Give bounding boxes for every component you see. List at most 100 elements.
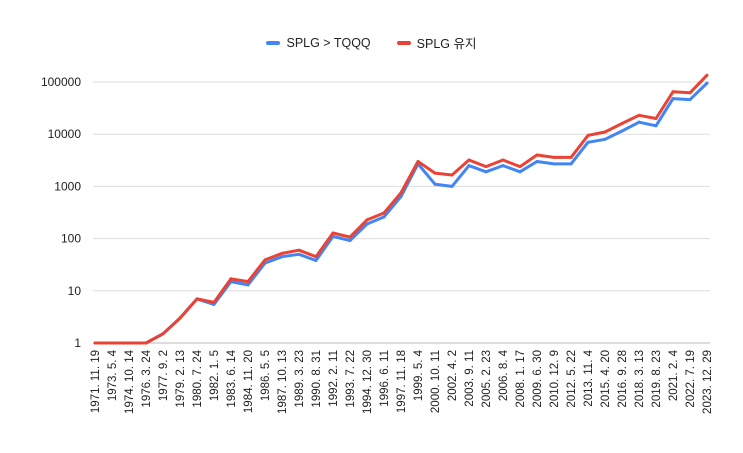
x-tick-label: 1993. 7. 22 <box>345 350 357 408</box>
y-tick-label: 100000 <box>41 75 81 89</box>
data-point <box>416 159 420 163</box>
y-tick-label: 1000 <box>54 179 81 193</box>
data-point <box>212 300 216 304</box>
data-point <box>671 90 675 94</box>
x-tick-label: 1996. 6. 11 <box>379 350 391 407</box>
data-point <box>552 162 556 166</box>
x-tick-label: 1982. 1. 5 <box>209 350 221 401</box>
data-point <box>620 122 624 126</box>
x-tick-label: 1990. 8. 31 <box>311 350 323 408</box>
data-point <box>127 341 131 345</box>
x-tick-label: 2013. 11. 4 <box>583 349 595 406</box>
x-tick-label: 2018. 3. 13 <box>634 350 646 408</box>
data-point <box>705 73 709 77</box>
data-point <box>688 91 692 95</box>
x-tick-label: 1999. 5. 4 <box>413 349 425 401</box>
data-point <box>586 140 590 144</box>
x-tick-label: 1984. 11. 20 <box>243 350 255 413</box>
data-point <box>195 297 199 301</box>
data-point <box>501 164 505 168</box>
data-point <box>331 231 335 235</box>
data-point <box>365 218 369 222</box>
x-tick-label: 2019. 8. 23 <box>651 350 663 408</box>
data-point <box>93 341 97 345</box>
x-tick-label: 2000. 10. 11 <box>430 350 442 413</box>
data-point <box>569 162 573 166</box>
data-point <box>144 341 148 345</box>
data-point <box>705 81 709 85</box>
y-tick-label: 1 <box>74 336 81 350</box>
chart-legend: SPLG > TQQQ SPLG 유지 <box>0 33 743 52</box>
data-point <box>535 153 539 157</box>
x-tick-label: 2021. 2. 4 <box>668 349 680 401</box>
data-point <box>382 211 386 215</box>
data-point <box>314 255 318 259</box>
data-point <box>433 182 437 186</box>
x-tick-label: 1977. 9. 2 <box>158 350 170 401</box>
x-tick-label: 2005. 2. 23 <box>481 350 493 408</box>
data-point <box>297 252 301 256</box>
y-tick-label: 10 <box>68 284 82 298</box>
x-tick-label: 2003. 9. 11 <box>464 350 476 407</box>
x-tick-label: 2016. 9. 28 <box>617 350 629 408</box>
x-tick-label: 2023. 12. 29 <box>702 350 714 414</box>
x-tick-label: 1987. 10. 13 <box>277 350 289 414</box>
legend-item-splg-tqqq[interactable]: SPLG > TQQQ <box>266 33 371 52</box>
data-point <box>688 98 692 102</box>
data-point <box>484 165 488 169</box>
data-point <box>348 235 352 239</box>
data-point <box>365 222 369 226</box>
x-tick-label: 1979. 2. 13 <box>175 350 187 408</box>
data-point <box>569 155 573 159</box>
x-tick-label: 2022. 7. 19 <box>685 350 697 408</box>
data-point <box>263 258 267 262</box>
legend-item-splg-hold[interactable]: SPLG 유지 <box>396 33 477 52</box>
data-point <box>348 238 352 242</box>
data-point <box>297 248 301 252</box>
data-point <box>637 113 641 117</box>
x-tick-label: 1971. 11. 19 <box>90 350 102 413</box>
data-point <box>467 158 471 162</box>
data-point <box>654 124 658 128</box>
data-point <box>399 191 403 195</box>
legend-swatch-red <box>396 40 411 45</box>
data-point <box>110 341 114 345</box>
data-point <box>484 170 488 174</box>
x-tick-label: 1994. 12. 30 <box>362 350 374 414</box>
x-tick-label: 1986. 5. 5 <box>260 350 272 401</box>
data-point <box>161 332 165 336</box>
data-point <box>518 165 522 169</box>
legend-label: SPLG > TQQQ <box>286 35 371 50</box>
data-point <box>467 164 471 168</box>
data-point <box>314 259 318 263</box>
series-line-splg-tqqq <box>95 82 709 345</box>
data-point <box>178 316 182 320</box>
x-tick-label: 2015. 4. 20 <box>600 350 612 408</box>
x-tick-label: 2010. 12. 9 <box>549 350 561 408</box>
data-point <box>620 129 624 133</box>
x-tick-label: 1983. 6. 14 <box>226 349 238 407</box>
x-tick-label: 1974. 10. 14 <box>124 349 136 414</box>
x-tick-label: 1989. 3. 23 <box>294 350 306 408</box>
x-tick-label: 2002. 4. 2 <box>447 350 459 401</box>
data-point <box>280 251 284 255</box>
data-point <box>586 133 590 137</box>
data-point <box>450 184 454 188</box>
series-line-splg-hold <box>95 74 709 345</box>
x-tick-label: 1973. 5. 4 <box>107 349 119 401</box>
data-point <box>603 130 607 134</box>
x-tick-label: 2008. 1. 17 <box>515 350 527 408</box>
data-point <box>654 116 658 120</box>
data-point <box>280 255 284 259</box>
x-tick-label: 2012. 5. 22 <box>566 350 578 408</box>
data-point <box>603 137 607 141</box>
x-tick-label: 1976. 3. 24 <box>141 349 153 407</box>
data-point <box>433 171 437 175</box>
data-point <box>382 215 386 219</box>
legend-label: SPLG 유지 <box>416 37 477 51</box>
x-tick-label: 2006. 8. 4 <box>498 349 510 401</box>
data-point <box>501 158 505 162</box>
legend-swatch-blue <box>266 40 281 45</box>
data-point <box>246 283 250 287</box>
